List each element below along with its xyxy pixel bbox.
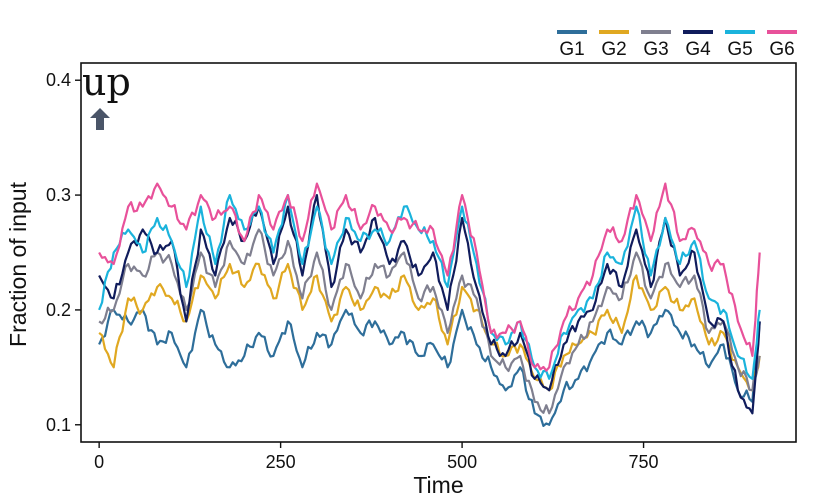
annotation-text: up	[82, 60, 131, 104]
legend-label-g3: G3	[643, 39, 668, 60]
annotation: up	[82, 60, 131, 130]
series-line-g1	[98, 308, 761, 427]
up-arrow-icon	[90, 108, 110, 130]
y-axis-title: Fraction of input	[5, 181, 31, 347]
series-line-g3	[98, 228, 761, 415]
legend-label-g5: G5	[727, 39, 752, 60]
x-tick-label: 0	[94, 452, 104, 472]
x-tick-label: 500	[447, 452, 477, 472]
series-layer	[98, 182, 761, 427]
series-line-g5	[98, 194, 761, 380]
x-axis: 0 250 500 750	[94, 442, 659, 472]
legend-label-g6: G6	[769, 39, 794, 60]
legend-label-g4: G4	[685, 39, 711, 60]
legend: G1 G2 G3 G4 G5 G6	[557, 30, 797, 60]
y-tick-label: 0.2	[46, 300, 71, 320]
x-tick-label: 750	[629, 452, 659, 472]
series-line-g6	[98, 182, 761, 372]
x-axis-title: Time	[413, 472, 463, 498]
legend-label-g1: G1	[559, 39, 584, 60]
plot-frame	[80, 62, 797, 443]
y-tick-label: 0.3	[46, 185, 71, 205]
y-tick-label: 0.1	[46, 415, 71, 435]
y-tick-label: 0.4	[46, 70, 71, 90]
y-axis: 0.1 0.2 0.3 0.4	[46, 70, 81, 435]
legend-label-g2: G2	[601, 39, 626, 60]
series-line-g2	[98, 262, 761, 392]
x-tick-label: 250	[266, 452, 296, 472]
series-line-g4	[98, 194, 761, 415]
